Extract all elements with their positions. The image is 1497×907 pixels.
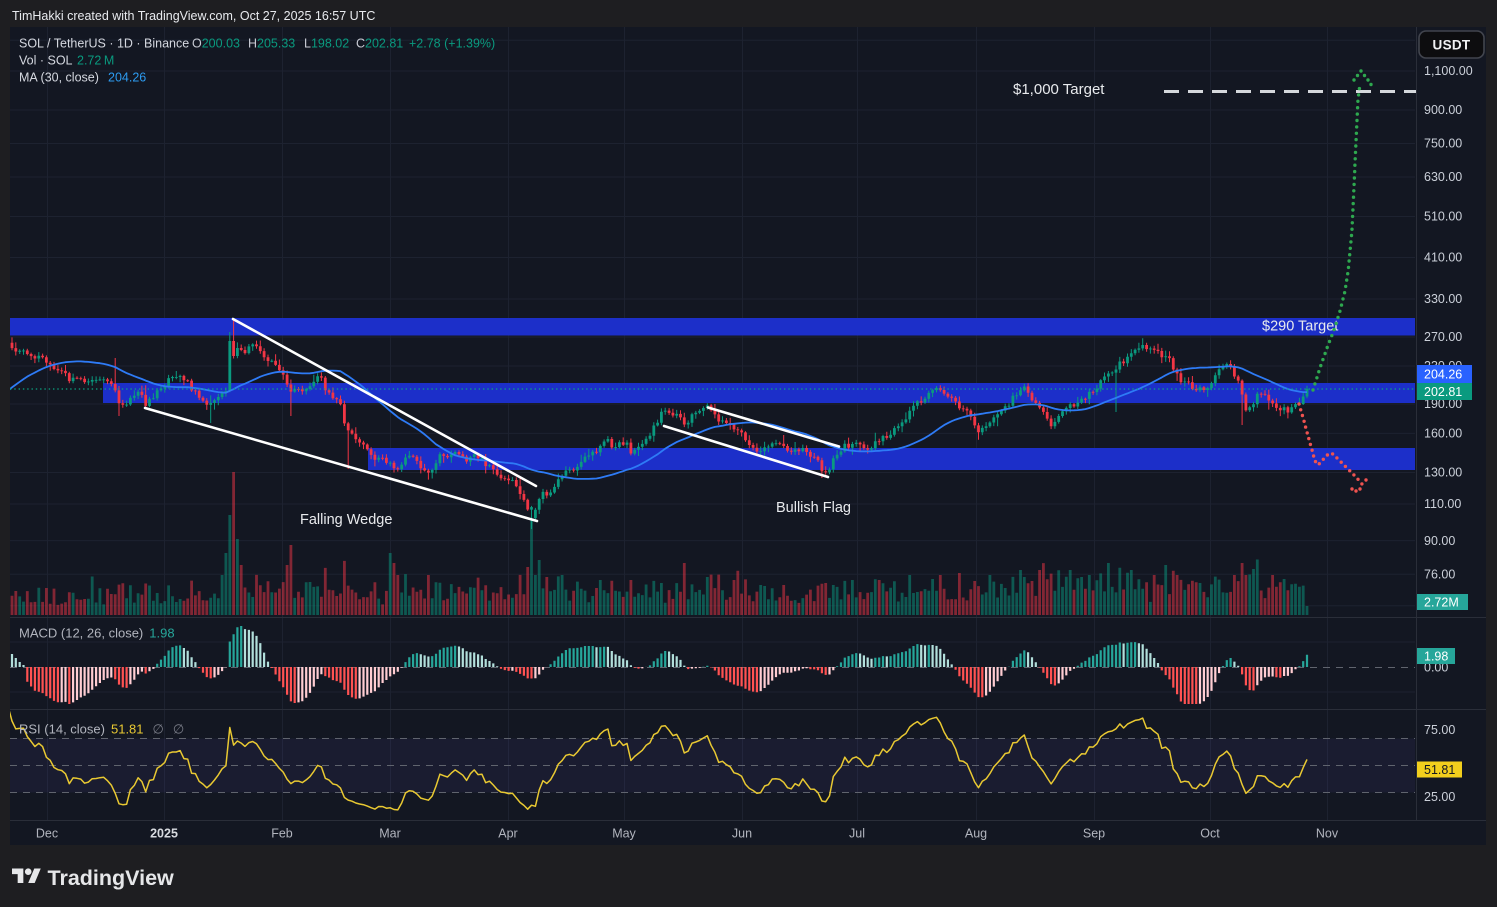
svg-text:1,100.00: 1,100.00	[1424, 64, 1473, 78]
svg-text:410.00: 410.00	[1424, 251, 1462, 265]
svg-text:2025: 2025	[150, 827, 178, 841]
svg-text:190.00: 190.00	[1424, 397, 1462, 411]
svg-text:90.00: 90.00	[1424, 534, 1455, 548]
svg-text:0.00: 0.00	[1424, 661, 1448, 675]
svg-text:Sep: Sep	[1083, 827, 1105, 841]
svg-text:130.00: 130.00	[1424, 466, 1462, 480]
svg-text:May: May	[612, 827, 636, 841]
svg-text:MACD (12, 26, close)1.98: MACD (12, 26, close) 1.98	[19, 626, 175, 641]
svg-text:Feb: Feb	[271, 827, 293, 841]
svg-text:RSI (14, close)51.81∅∅: RSI (14, close) 51.81 ∅ ∅	[19, 722, 184, 737]
svg-text:Dec: Dec	[36, 827, 58, 841]
svg-text:TimHakki created with TradingV: TimHakki created with TradingView.com, O…	[12, 9, 375, 23]
svg-text:75.00: 75.00	[1424, 723, 1455, 737]
svg-text:$1,000 Target: $1,000 Target	[1013, 81, 1105, 98]
svg-text:270.00: 270.00	[1424, 330, 1462, 344]
svg-text:Bullish Flag: Bullish Flag	[776, 500, 851, 516]
svg-text:900.00: 900.00	[1424, 103, 1462, 117]
svg-text:$290 Target: $290 Target	[1262, 319, 1338, 335]
svg-text:330.00: 330.00	[1424, 292, 1462, 306]
svg-text:Jul: Jul	[849, 827, 865, 841]
svg-text:MA (30, close)204.26: MA (30, close) 204.26	[19, 71, 146, 85]
svg-text:510.00: 510.00	[1424, 210, 1462, 224]
svg-text:76.00: 76.00	[1424, 567, 1455, 581]
svg-text:630.00: 630.00	[1424, 170, 1462, 184]
svg-text:202.81: 202.81	[1424, 385, 1462, 399]
svg-text:Jun: Jun	[732, 827, 752, 841]
svg-text:160.00: 160.00	[1424, 427, 1462, 441]
svg-text:Aug: Aug	[965, 827, 987, 841]
svg-text:Apr: Apr	[498, 827, 517, 841]
svg-text:2.72M: 2.72M	[1424, 595, 1459, 609]
svg-text:Nov: Nov	[1316, 827, 1339, 841]
svg-text:Mar: Mar	[379, 827, 401, 841]
svg-text:204.26: 204.26	[1424, 367, 1462, 381]
svg-text:51.81: 51.81	[1424, 763, 1455, 777]
svg-text:750.00: 750.00	[1424, 137, 1462, 151]
svg-text:USDT: USDT	[1433, 38, 1471, 53]
svg-text:Oct: Oct	[1200, 827, 1220, 841]
svg-text:TradingView: TradingView	[48, 866, 175, 890]
svg-text:1.98: 1.98	[1424, 649, 1448, 663]
svg-text:110.00: 110.00	[1424, 497, 1461, 511]
svg-text:Falling Wedge: Falling Wedge	[300, 512, 392, 528]
svg-text:25.00: 25.00	[1424, 790, 1455, 804]
